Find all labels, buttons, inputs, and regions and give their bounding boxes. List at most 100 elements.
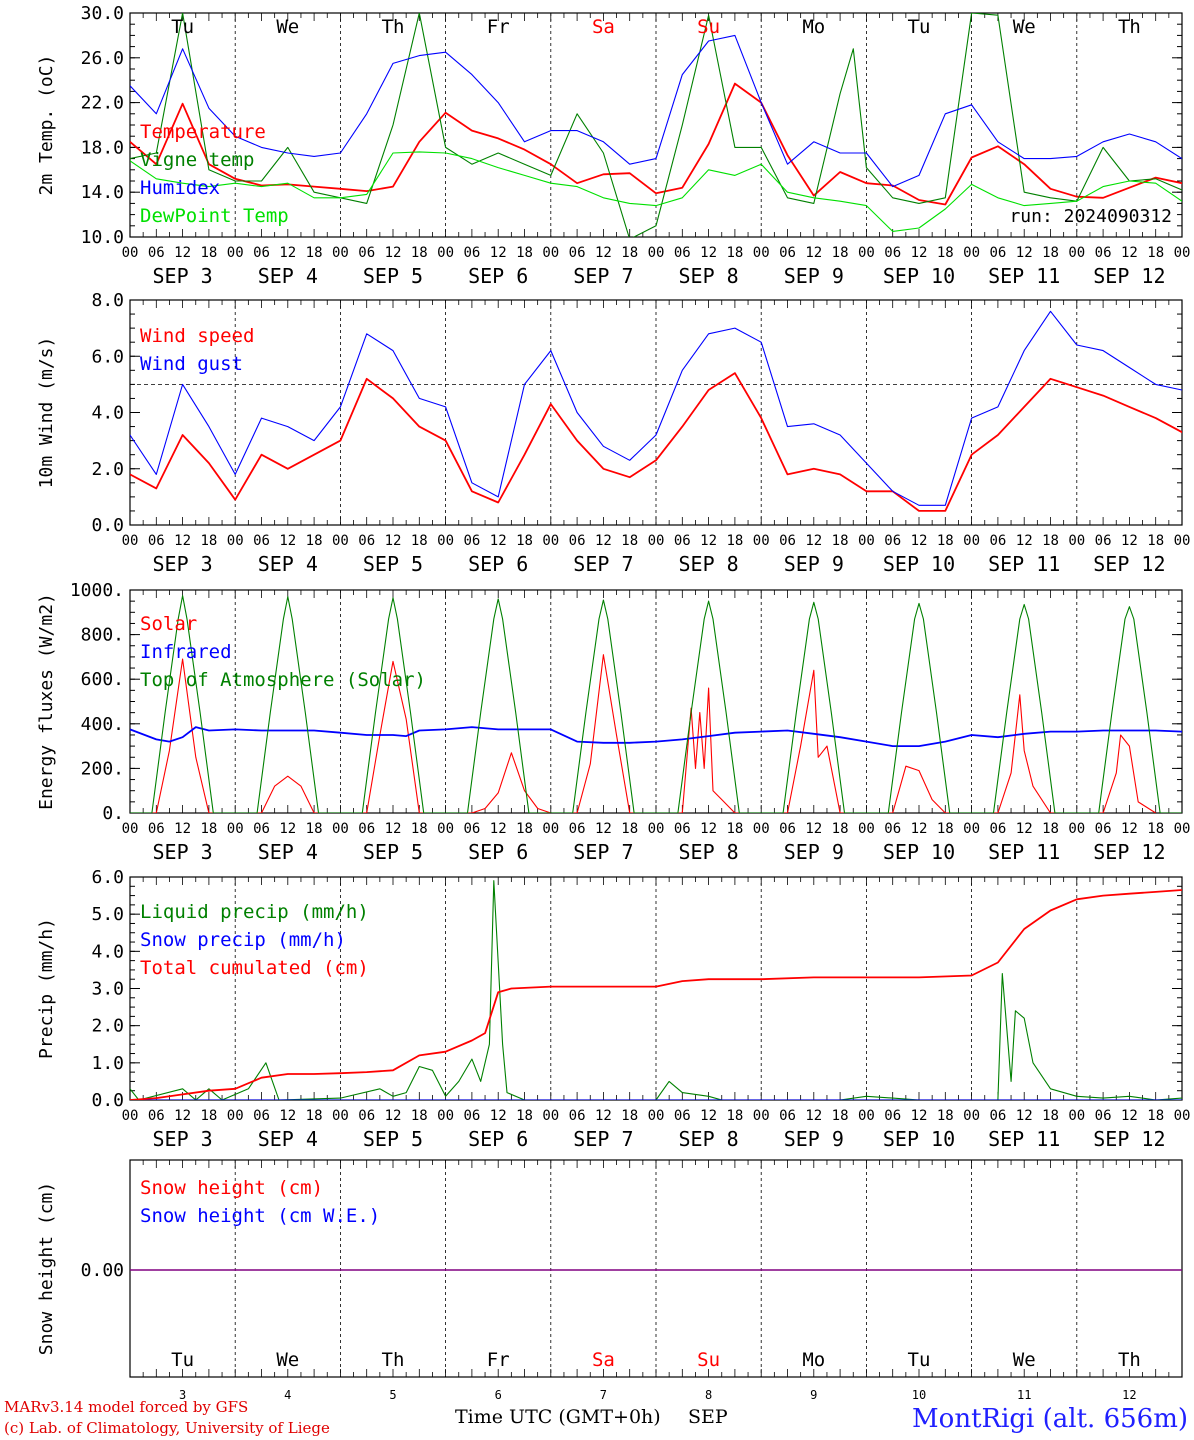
y-tick-label: 600. [81, 669, 124, 690]
hour-tick-label: 06 [779, 821, 796, 837]
date-label: SEP 9 [784, 552, 844, 576]
hour-tick-label: 06 [569, 1108, 586, 1124]
hour-tick-label: 06 [884, 245, 901, 261]
series-group [130, 880, 1182, 1100]
hour-tick-label: 12 [595, 1108, 612, 1124]
hour-tick-label: 12 [911, 533, 928, 549]
hour-tick-label: 18 [726, 533, 743, 549]
series-line-dewpoint-temp [130, 151, 1182, 232]
hour-tick-label: 00 [1068, 821, 1085, 837]
y-tick-label: 6.0 [91, 346, 124, 367]
series-line-total-cumulated-cm- [130, 889, 1182, 1100]
date-label: SEP 4 [258, 840, 318, 864]
hour-tick-label: 06 [463, 1108, 480, 1124]
legend-entry: Solar [140, 613, 197, 635]
hour-tick-label: 00 [332, 821, 349, 837]
y-axis-label: Energy fluxes (W/m2) [36, 593, 57, 810]
hour-tick-label: 18 [516, 821, 533, 837]
date-label: SEP 9 [784, 264, 844, 288]
hour-tick-label: 12 [911, 821, 928, 837]
legend-entry: DewPoint Temp [140, 205, 289, 227]
month-label: SEP [688, 1406, 728, 1428]
date-label: SEP 10 [883, 264, 955, 288]
hour-tick-label: 18 [306, 821, 323, 837]
hour-tick-label: 00 [858, 533, 875, 549]
date-label: SEP 12 [1093, 1127, 1165, 1151]
date-label: SEP 5 [363, 552, 423, 576]
date-label: SEP 9 [784, 840, 844, 864]
legend-entry: Temperature [140, 121, 266, 143]
hour-tick-label: 18 [726, 821, 743, 837]
date-label: SEP 6 [468, 840, 528, 864]
hour-tick-label: 12 [595, 821, 612, 837]
weekday-label: Th [1118, 1349, 1141, 1371]
hour-tick-label: 00 [227, 245, 244, 261]
series-line-temperature [130, 82, 1182, 206]
date-label: SEP 12 [1093, 264, 1165, 288]
legend-entry: Top of Atmosphere (Solar) [140, 669, 426, 691]
weekday-label: Tu [171, 1349, 194, 1371]
hour-tick-label: 18 [200, 1108, 217, 1124]
legend-entry: Infrared [140, 641, 232, 663]
hour-tick-label: 00 [437, 533, 454, 549]
series-line-wind-gust [130, 310, 1182, 506]
date-label: SEP 6 [468, 552, 528, 576]
weekday-label: Tu [908, 1349, 931, 1371]
hour-tick-label: 06 [1095, 821, 1112, 837]
hour-tick-label: 18 [937, 1108, 954, 1124]
hour-tick-label: 12 [1121, 1108, 1138, 1124]
date-label: SEP 5 [363, 264, 423, 288]
date-label: SEP 3 [152, 840, 212, 864]
date-label: SEP 8 [678, 264, 738, 288]
weekday-label: Th [382, 1349, 405, 1371]
weekday-label: Mo [802, 16, 825, 38]
hour-tick-label: 00 [753, 533, 770, 549]
hour-tick-label: 06 [463, 821, 480, 837]
date-label: SEP 3 [152, 264, 212, 288]
day-number-label: 10 [912, 1388, 926, 1402]
hour-tick-label: 18 [306, 1108, 323, 1124]
hour-tick-label: 18 [1042, 533, 1059, 549]
hour-tick-label: 06 [148, 245, 165, 261]
hour-tick-label: 12 [595, 533, 612, 549]
hour-tick-label: 00 [122, 533, 139, 549]
hour-tick-label: 12 [490, 245, 507, 261]
legend-entry: Wind speed [140, 325, 254, 347]
y-axis-label: Snow height (cm) [36, 1182, 57, 1355]
hour-tick-label: 06 [358, 1108, 375, 1124]
hour-tick-label: 06 [358, 533, 375, 549]
hour-tick-label: 00 [858, 821, 875, 837]
date-label: SEP 10 [883, 552, 955, 576]
weekday-label: Th [1118, 16, 1141, 38]
hour-tick-label: 00 [1068, 533, 1085, 549]
hour-tick-label: 12 [174, 533, 191, 549]
hour-tick-label: 12 [385, 821, 402, 837]
date-label: SEP 8 [678, 840, 738, 864]
hour-tick-label: 00 [753, 821, 770, 837]
date-label: SEP 7 [573, 264, 633, 288]
y-tick-label: 4.0 [91, 941, 124, 962]
hour-tick-label: 00 [1068, 245, 1085, 261]
x-axis-label: Time UTC (GMT+0h) [455, 1406, 661, 1428]
y-tick-label: 10.0 [81, 227, 124, 248]
y-tick-label: 1.0 [91, 1053, 124, 1074]
hour-tick-label: 12 [700, 533, 717, 549]
day-number-label: 9 [810, 1388, 817, 1402]
y-tick-label: 2.0 [91, 1016, 124, 1037]
y-tick-label: 0.0 [91, 1090, 124, 1111]
hour-tick-label: 00 [542, 1108, 559, 1124]
hour-tick-label: 12 [700, 1108, 717, 1124]
date-label: SEP 11 [988, 264, 1060, 288]
weekday-label: Sa [592, 16, 615, 38]
date-label: SEP 4 [258, 552, 318, 576]
series-line-vigne-temp [130, 13, 1182, 237]
date-label: SEP 3 [152, 1127, 212, 1151]
weekday-label: We [1013, 16, 1036, 38]
hour-tick-label: 18 [1147, 533, 1164, 549]
weekday-label: Su [697, 16, 720, 38]
hour-tick-label: 12 [279, 533, 296, 549]
hour-tick-label: 06 [463, 245, 480, 261]
series-line-humidex [130, 34, 1182, 188]
model-credit: MARv3.14 model forced by GFS [4, 1398, 249, 1416]
hour-tick-label: 18 [621, 533, 638, 549]
